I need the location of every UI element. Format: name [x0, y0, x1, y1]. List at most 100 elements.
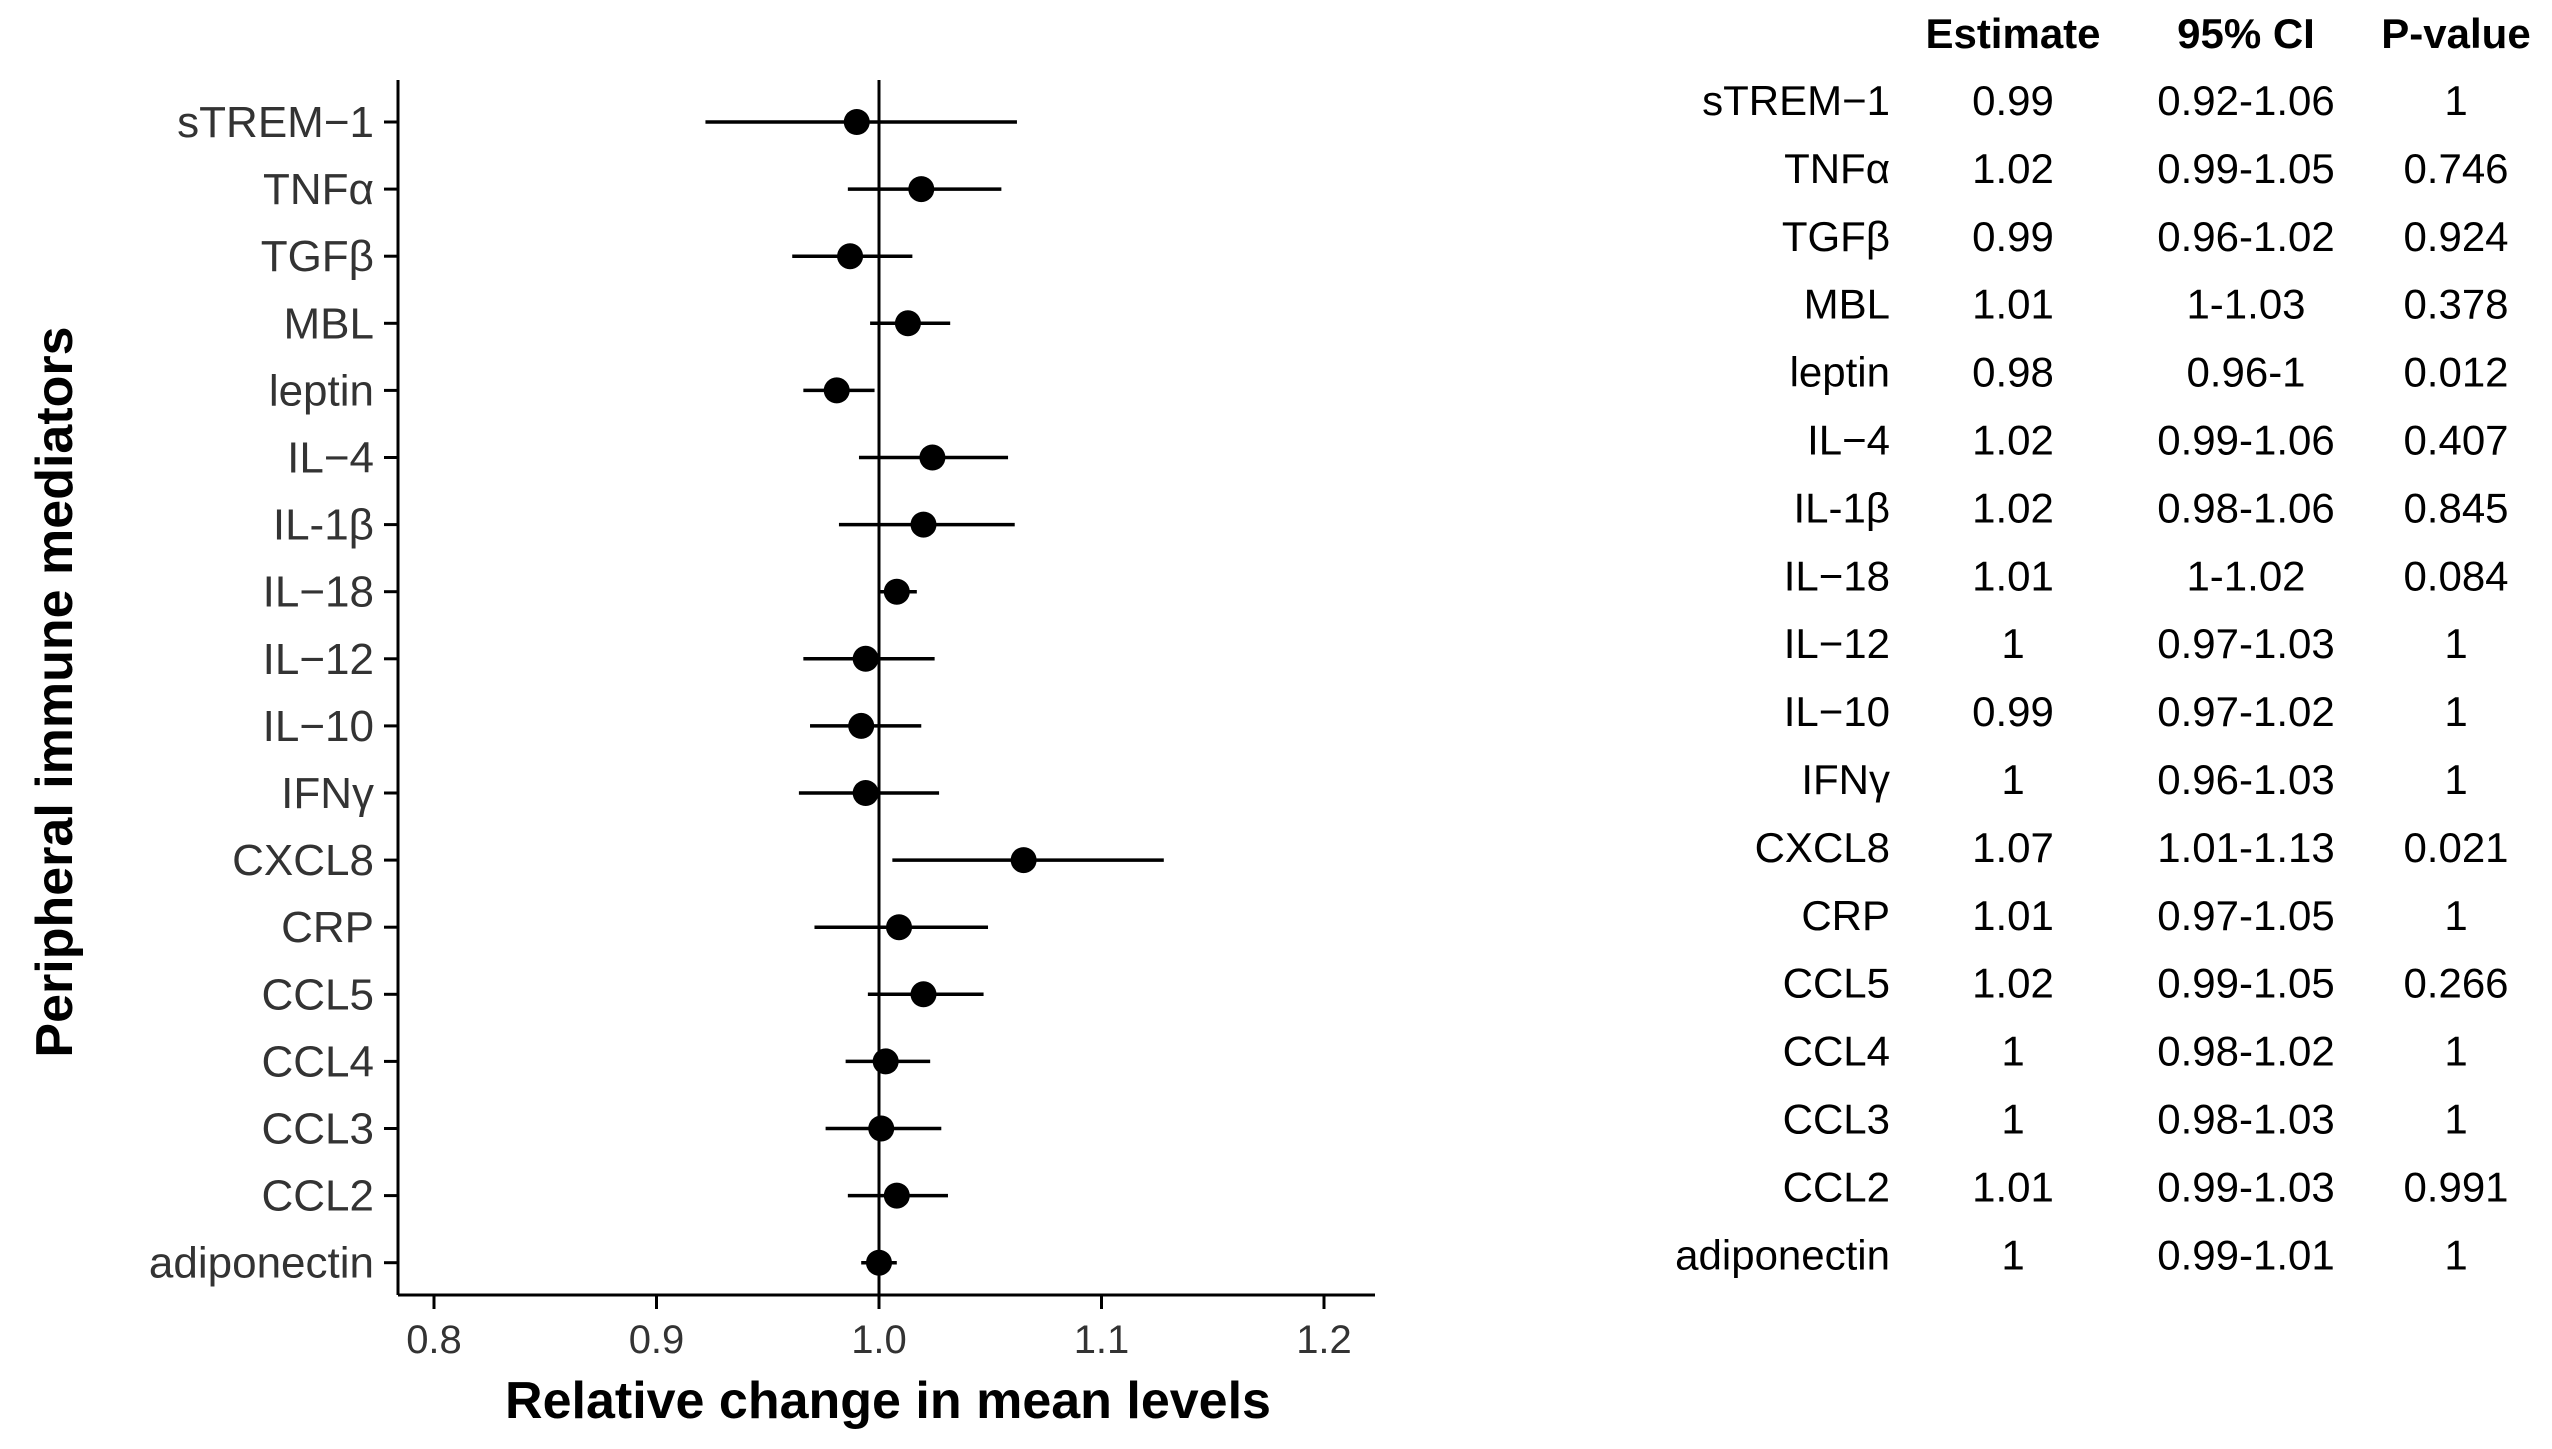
y-tick-label: adiponectin — [149, 1239, 374, 1288]
table-cell-p: 1 — [2444, 756, 2467, 803]
table-cell-p: 1 — [2444, 1028, 2467, 1075]
table-row-name: IL-1β — [1793, 484, 1890, 531]
table-row-name: TGFβ — [1782, 213, 1890, 260]
table-cell-ci: 1.01-1.13 — [2157, 824, 2334, 871]
table-cell-estimate: 1.02 — [1972, 484, 2054, 531]
estimate-point — [1010, 847, 1037, 874]
table-cell-p: 1 — [2444, 620, 2467, 667]
table-cell-estimate: 0.99 — [1972, 213, 2054, 260]
table-row-name: MBL — [1804, 281, 1890, 328]
table-row-name: adiponectin — [1675, 1231, 1890, 1278]
table-cell-p: 0.084 — [2403, 552, 2508, 599]
table-cell-estimate: 0.98 — [1972, 349, 2054, 396]
table-row-name: leptin — [1790, 349, 1890, 396]
y-tick-label: sTREM−1 — [177, 98, 374, 147]
y-tick-label: IL−4 — [287, 434, 374, 483]
table-cell-p: 0.407 — [2403, 417, 2508, 464]
estimate-point — [910, 981, 937, 1008]
table-cell-estimate: 1.01 — [1972, 892, 2054, 939]
y-tick-label: IL−10 — [263, 702, 374, 751]
table-cell-ci: 0.99-1.05 — [2157, 145, 2334, 192]
table-cell-p: 0.746 — [2403, 145, 2508, 192]
table-cell-ci: 0.97-1.05 — [2157, 892, 2334, 939]
estimate-point — [848, 712, 875, 739]
x-tick-label: 1.1 — [1074, 1318, 1130, 1362]
table-cell-ci: 0.92-1.06 — [2157, 77, 2334, 124]
table-row-name: CCL5 — [1783, 960, 1890, 1007]
table-row-name: CXCL8 — [1755, 824, 1890, 871]
table-cell-estimate: 1.02 — [1972, 145, 2054, 192]
table-cell-ci: 0.96-1 — [2186, 349, 2305, 396]
table-cell-ci: 0.98-1.06 — [2157, 484, 2334, 531]
table-cell-estimate: 1.01 — [1972, 281, 2054, 328]
estimate-point — [823, 377, 850, 404]
x-tick-label: 0.8 — [406, 1318, 462, 1362]
table-row-name: IL−10 — [1784, 688, 1890, 735]
table-row-name: CCL3 — [1783, 1096, 1890, 1143]
x-tick-label: 1.0 — [851, 1318, 907, 1362]
y-tick-label: MBL — [284, 299, 374, 348]
table-cell-ci: 0.99-1.03 — [2157, 1163, 2334, 1210]
table-cell-p: 0.012 — [2403, 349, 2508, 396]
estimate-point — [886, 914, 913, 941]
table-cell-estimate: 1.07 — [1972, 824, 2054, 871]
table-cell-ci: 1-1.03 — [2186, 281, 2305, 328]
table-cell-estimate: 1 — [2001, 1028, 2024, 1075]
estimate-point — [883, 578, 910, 605]
table-cell-p: 1 — [2444, 77, 2467, 124]
x-tick-label: 1.2 — [1296, 1318, 1352, 1362]
y-tick-label: TNFα — [263, 165, 374, 214]
table-cell-p: 0.266 — [2403, 960, 2508, 1007]
table-cell-ci: 0.99-1.01 — [2157, 1231, 2334, 1278]
y-tick-label: CXCL8 — [232, 836, 374, 885]
table-cell-p: 1 — [2444, 892, 2467, 939]
table-cell-p: 0.021 — [2403, 824, 2508, 871]
table-cell-estimate: 1.01 — [1972, 1163, 2054, 1210]
estimate-point — [866, 1249, 892, 1276]
table-row-name: IL−18 — [1784, 552, 1890, 599]
table-row-name: CCL2 — [1783, 1163, 1890, 1210]
estimate-point — [837, 243, 864, 270]
forest-plot: 0.8 0.9 1.0 1.1 1.2 sTREM−1 TNFα TGFβ MBL leptin I… — [149, 80, 1375, 1362]
table-cell-ci: 0.99-1.06 — [2157, 417, 2334, 464]
table-cell-p: 1 — [2444, 1231, 2467, 1278]
table-header: Estimate — [1925, 10, 2100, 57]
table-cell-estimate: 1.02 — [1972, 417, 2054, 464]
y-tick-label: IL−18 — [263, 568, 374, 617]
y-tick-label: CCL3 — [262, 1105, 375, 1154]
table-cell-ci: 0.96-1.02 — [2157, 213, 2334, 260]
table-cell-ci: 0.96-1.03 — [2157, 756, 2334, 803]
y-tick-label: TGFβ — [261, 232, 374, 281]
table-cell-estimate: 1 — [2001, 1096, 2024, 1143]
y-tick-label: CCL2 — [262, 1172, 375, 1221]
table-cell-ci: 0.97-1.03 — [2157, 620, 2334, 667]
table-cell-p: 0.378 — [2403, 281, 2508, 328]
table-cell-p: 0.924 — [2403, 213, 2508, 260]
table-cell-estimate: 0.99 — [1972, 688, 2054, 735]
table-cell-ci: 0.97-1.02 — [2157, 688, 2334, 735]
table-row-name: sTREM−1 — [1702, 77, 1890, 124]
table-cell-ci: 1-1.02 — [2186, 552, 2305, 599]
table-cell-estimate: 1 — [2001, 756, 2024, 803]
estimate-point — [872, 1048, 899, 1075]
y-tick-label: IFNγ — [281, 769, 374, 818]
table-cell-p: 1 — [2444, 1096, 2467, 1143]
table-cell-estimate: 1.01 — [1972, 552, 2054, 599]
x-axis-title: Relative change in mean levels — [505, 1372, 1271, 1430]
estimate-point — [852, 645, 879, 672]
table-cell-estimate: 1 — [2001, 1231, 2024, 1278]
estimate-point — [919, 444, 946, 471]
table-row-name: IFNγ — [1801, 756, 1890, 803]
x-tick-label: 0.9 — [629, 1318, 685, 1362]
table-row-name: IL−4 — [1807, 417, 1890, 464]
y-tick-label: IL−12 — [263, 635, 374, 684]
table-cell-p: 0.845 — [2403, 484, 2508, 531]
table-cell-estimate: 1 — [2001, 620, 2024, 667]
table-cell-p: 1 — [2444, 688, 2467, 735]
estimate-point — [910, 511, 937, 538]
table-row-name: TNFα — [1784, 145, 1890, 192]
y-tick-label: leptin — [269, 366, 374, 415]
estimate-point — [843, 109, 870, 135]
table-cell-p: 0.991 — [2403, 1163, 2508, 1210]
